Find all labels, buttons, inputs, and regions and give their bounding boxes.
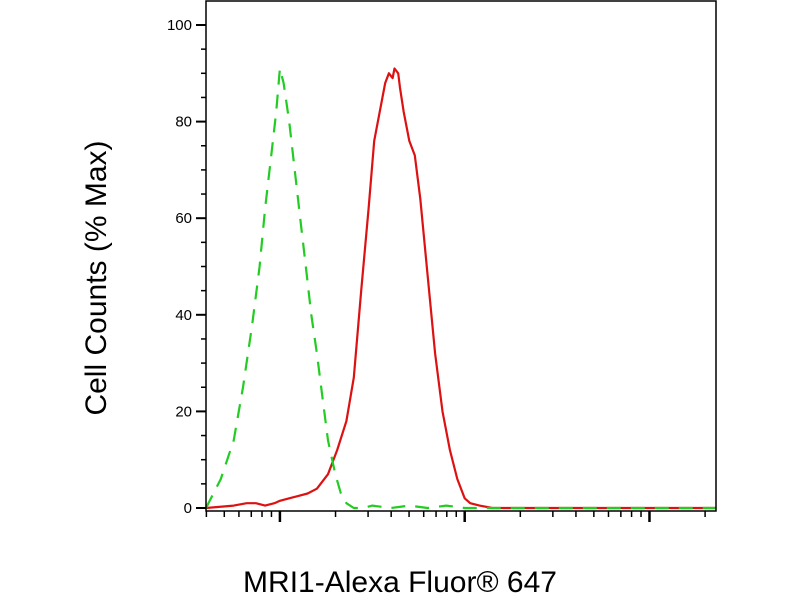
y-tick-label: 60 xyxy=(175,210,192,227)
x-axis-label: MRI1-Alexa Fluor® 647 xyxy=(243,566,557,599)
plot-frame xyxy=(205,0,717,512)
y-tick-label: 100 xyxy=(167,17,192,34)
series-line-1 xyxy=(205,67,716,510)
y-tick-label: 80 xyxy=(175,114,192,131)
y-tick-label: 0 xyxy=(184,500,192,517)
y-axis-label: Cell Counts (% Max) xyxy=(80,140,113,416)
y-tick-label: 40 xyxy=(175,307,192,324)
series-line-2 xyxy=(205,67,716,510)
y-tick-label: 20 xyxy=(175,403,192,420)
